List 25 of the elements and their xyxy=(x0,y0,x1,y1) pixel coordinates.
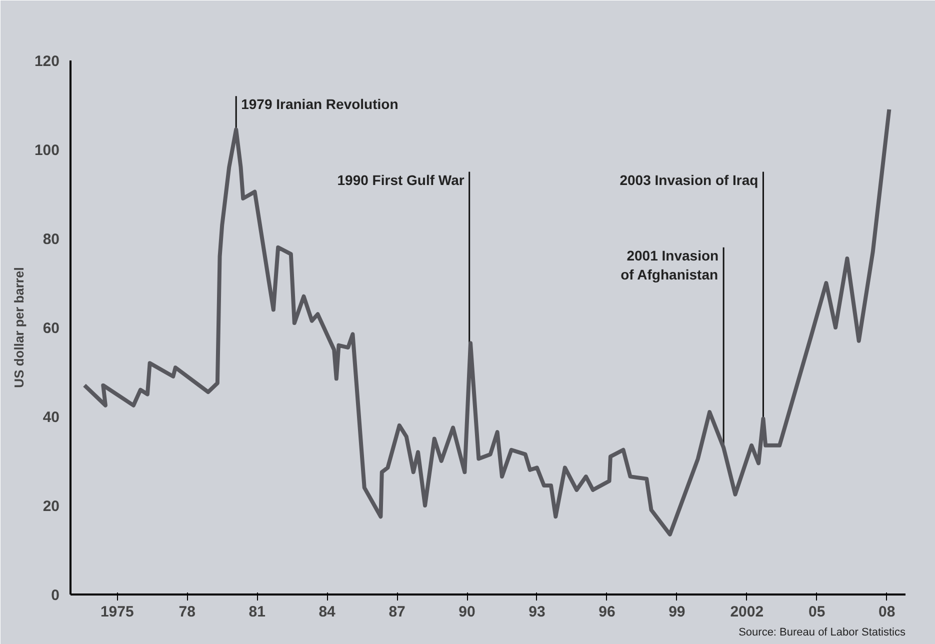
x-tick-label: 96 xyxy=(598,604,616,620)
y-tick-label: 0 xyxy=(51,587,60,604)
x-tick-label: 78 xyxy=(178,604,196,620)
y-tick-label: 20 xyxy=(42,498,60,515)
y-axis-title: US dollar per barrel xyxy=(11,267,26,388)
x-tick-label: 1975 xyxy=(100,604,134,620)
source-note: Source: Bureau of Labor Statistics xyxy=(738,626,906,638)
x-tick-label: 2002 xyxy=(730,604,764,620)
ref-line-label: 1990 First Gulf War xyxy=(337,172,465,188)
ref-line-label: 1979 Iranian Revolution xyxy=(241,96,398,112)
x-tick-label: 93 xyxy=(528,604,546,620)
y-tick-label: 120 xyxy=(34,53,60,70)
ref-line-label: 2001 Invasion of Afghanistan xyxy=(620,247,719,283)
y-tick-label: 40 xyxy=(42,409,60,426)
x-tick-label: 84 xyxy=(318,604,336,620)
y-tick-label: 80 xyxy=(42,231,60,248)
x-tick-label: 81 xyxy=(248,604,266,620)
ref-line-label: 2003 Invasion of Iraq xyxy=(620,172,758,188)
y-tick-label: 60 xyxy=(42,320,60,337)
x-tick-label: 99 xyxy=(668,604,686,620)
x-tick-label: 05 xyxy=(808,604,826,620)
x-tick-label: 08 xyxy=(878,604,896,620)
x-tick-label: 87 xyxy=(388,604,406,620)
y-tick-label: 100 xyxy=(34,142,60,159)
x-tick-label: 90 xyxy=(458,604,476,620)
